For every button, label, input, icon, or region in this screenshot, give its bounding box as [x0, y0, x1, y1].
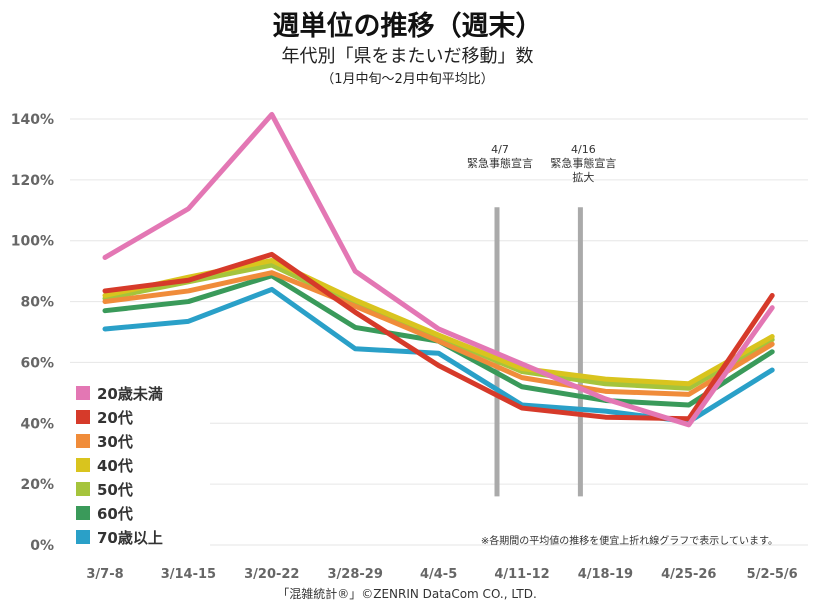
legend-swatch: [76, 506, 90, 520]
legend: 20歳未満 20代 30代 40代 50代 60代 70歳以上: [76, 385, 163, 547]
series-line-1: [102, 111, 775, 428]
footnote: ※各期間の平均値の推移を便宜上折れ線グラフで表示しています。: [481, 534, 778, 547]
annotation-label: 緊急事態宣言: [467, 156, 533, 170]
x-tick-label: 3/7-8: [86, 567, 123, 582]
annotation-label: 緊急事態宣言: [550, 156, 616, 170]
legend-swatch: [76, 458, 90, 472]
y-tick-label: 140%: [11, 112, 54, 128]
y-axis-ticks: 0% 20% 40% 60% 80% 100% 120% 140%: [11, 112, 54, 554]
legend-background: [70, 380, 210, 552]
legend-label: 60代: [97, 505, 133, 523]
annotation-label: 拡大: [572, 170, 594, 184]
copyright: 「混雑統計®」©ZENRIN DataCom CO., LTD.: [277, 586, 537, 601]
x-tick-label: 4/25-26: [661, 567, 716, 582]
chart-subtitle-note: （1月中旬～2月中旬平均比）: [321, 72, 494, 87]
series-line-3: [102, 270, 775, 397]
series-lines: [102, 111, 775, 428]
x-tick-label: 3/14-15: [161, 567, 216, 582]
y-tick-label: 60%: [20, 355, 54, 371]
x-tick-label: 4/11-12: [494, 567, 549, 582]
legend-label: 20代: [97, 409, 133, 427]
y-tick-label: 20%: [20, 477, 54, 493]
legend-label: 30代: [97, 433, 133, 451]
chart-title: 週単位の推移（週末）: [272, 11, 543, 42]
legend-label: 20歳未満: [97, 385, 163, 403]
annotation-label: 4/16: [571, 143, 596, 156]
chart-subtitle: 年代別「県をまたいだ移動」数: [281, 46, 534, 67]
legend-swatch: [76, 482, 90, 496]
legend-swatch: [76, 386, 90, 400]
legend-swatch: [76, 530, 90, 544]
y-tick-label: 120%: [11, 173, 54, 189]
annotation-label: 4/7: [491, 143, 509, 156]
legend-label: 40代: [97, 457, 133, 475]
x-tick-label: 3/20-22: [244, 567, 299, 582]
legend-label: 50代: [97, 481, 133, 499]
x-tick-label: 4/18-19: [578, 567, 633, 582]
legend-swatch: [76, 410, 90, 424]
y-tick-label: 80%: [20, 295, 54, 311]
x-tick-label: 4/4-5: [420, 567, 457, 582]
y-tick-label: 40%: [20, 416, 54, 432]
y-tick-label: 0%: [30, 538, 54, 554]
legend-label: 70歳以上: [97, 529, 163, 547]
x-tick-label: 5/2-5/6: [747, 567, 798, 582]
y-tick-label: 100%: [11, 234, 54, 250]
x-tick-label: 3/28-29: [328, 567, 383, 582]
x-axis-ticks: 3/7-8 3/14-15 3/20-22 3/28-29 4/4-5 4/11-12 4/…: [86, 567, 797, 582]
legend-swatch: [76, 434, 90, 448]
